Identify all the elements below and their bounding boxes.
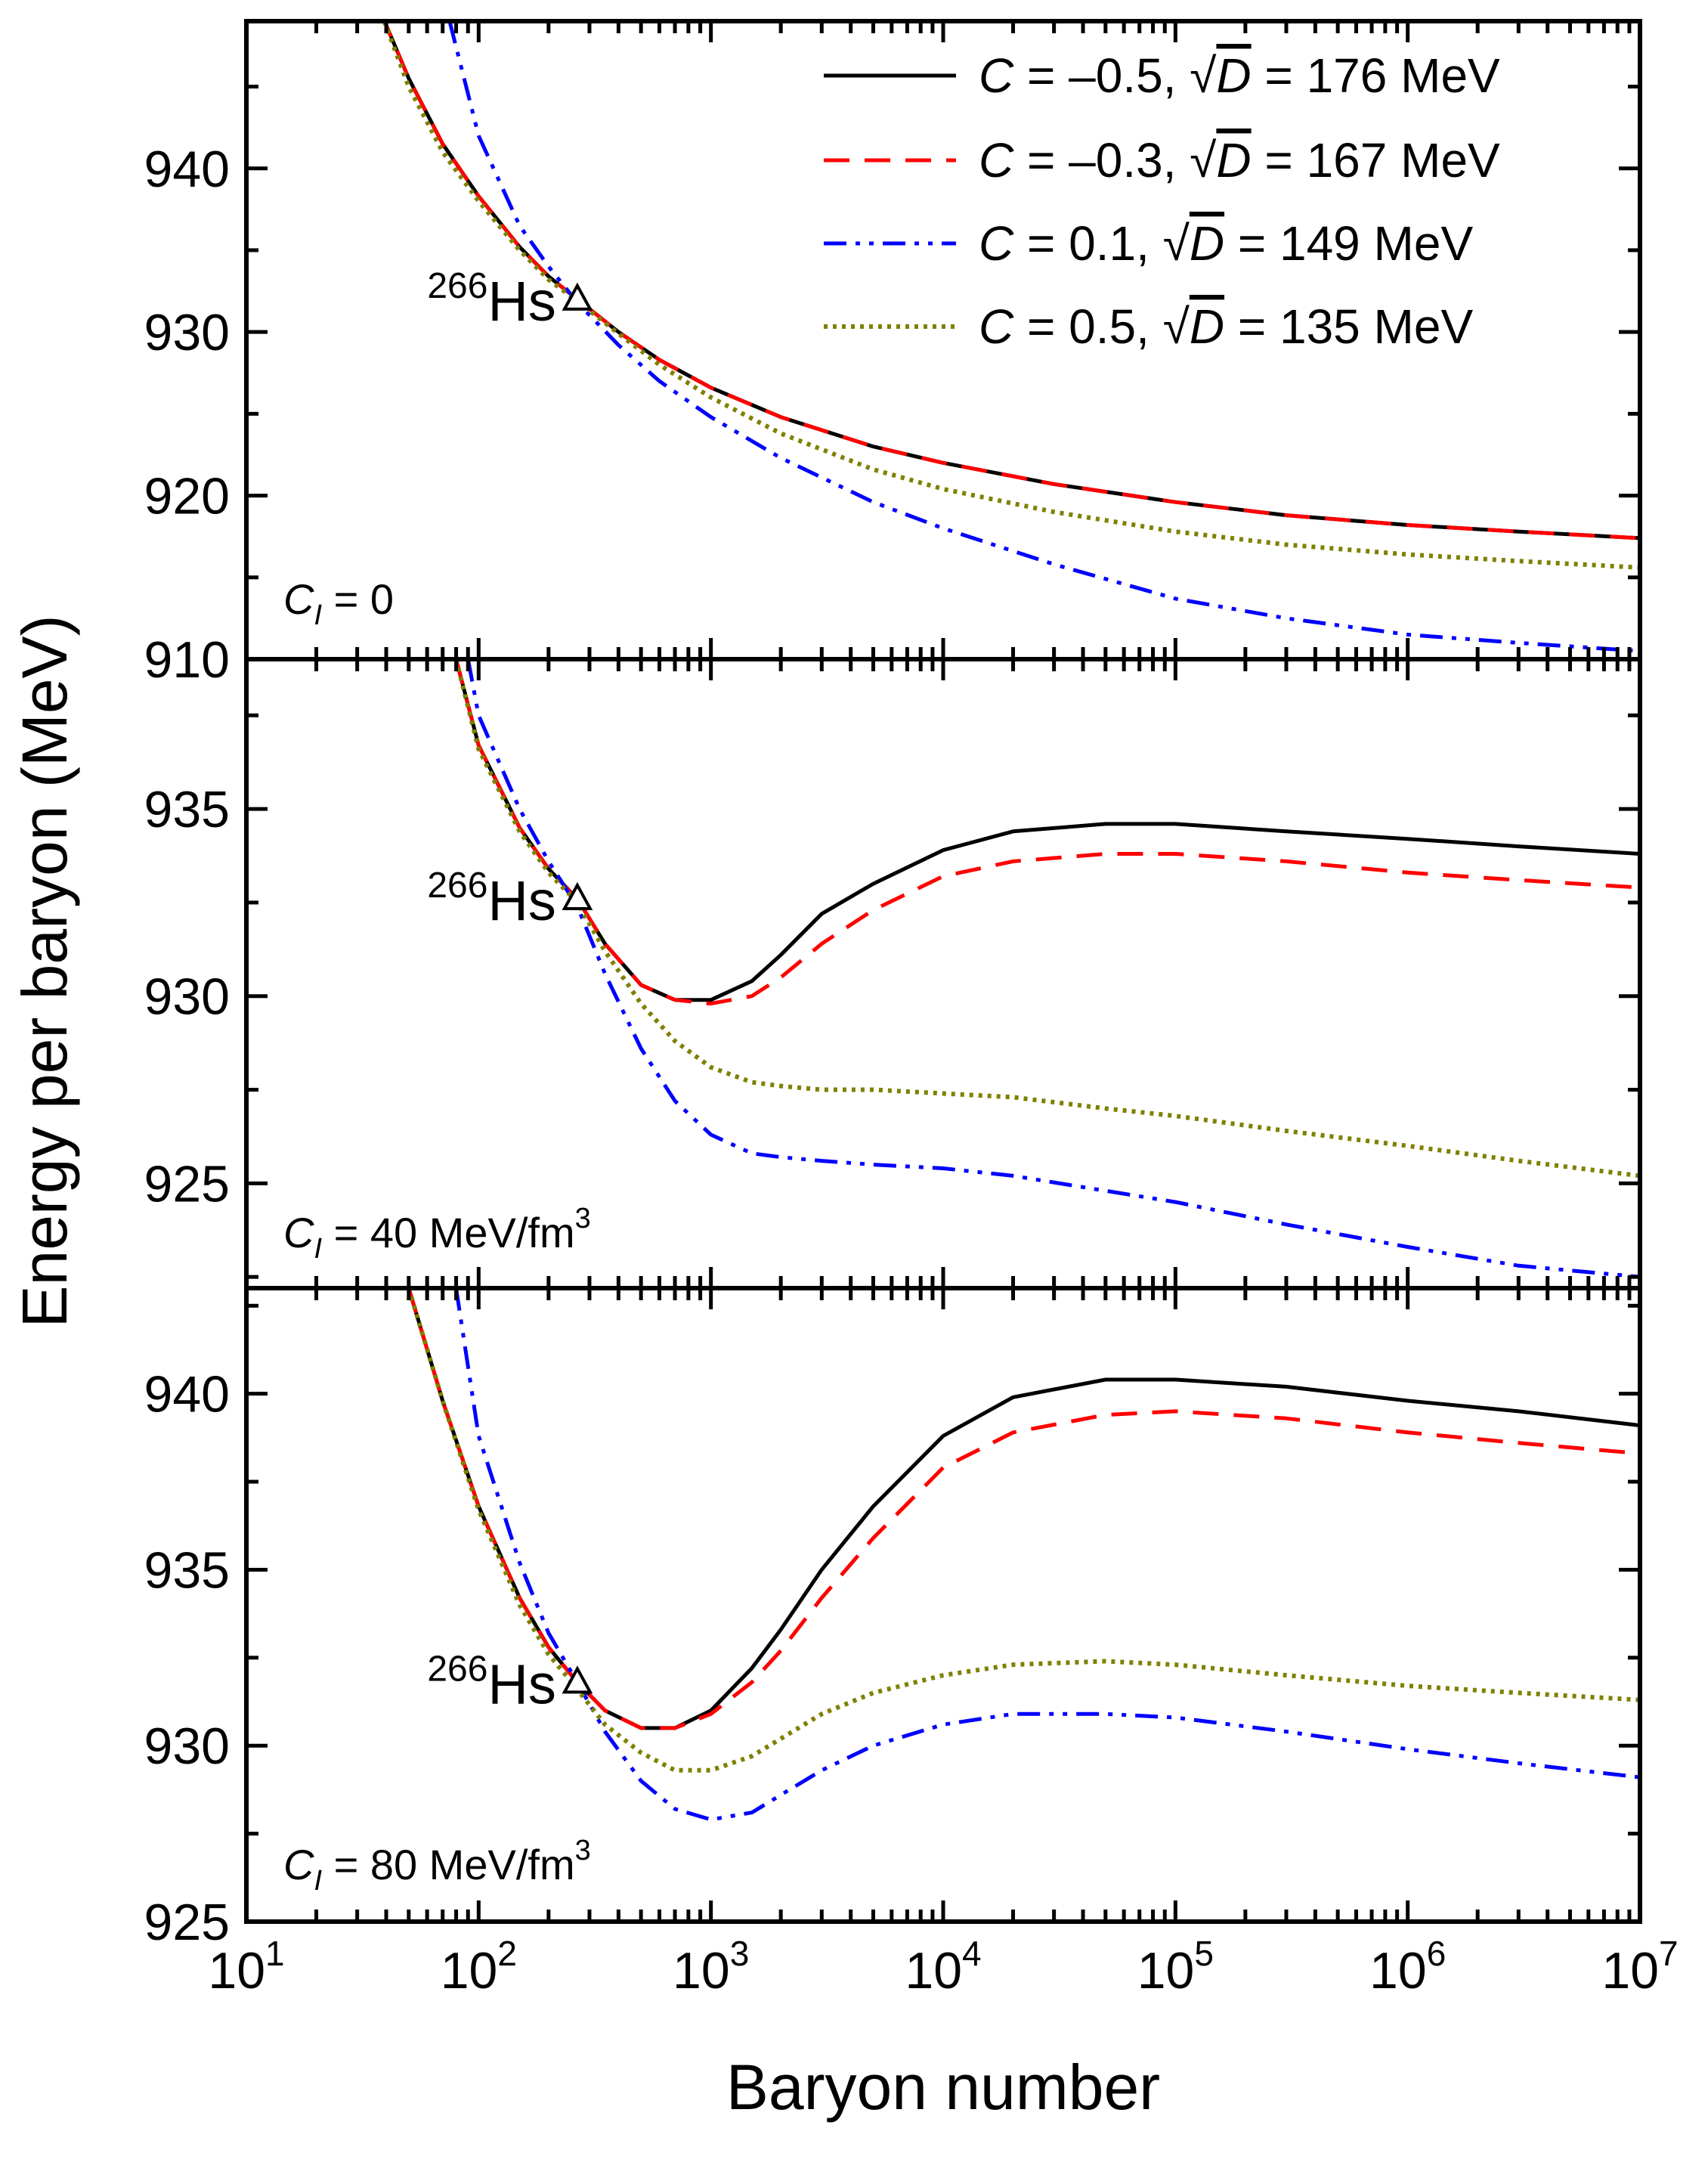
- y-tick-label: 930: [144, 304, 230, 361]
- series-line-bottom-1: [407, 1288, 1640, 1730]
- series-line-middle-3: [453, 659, 1640, 1179]
- panel-bottom-yticks: 925 930 935 940: [144, 1303, 1640, 1951]
- y-tick-label: 920: [144, 468, 230, 525]
- plot-frame: [244, 19, 1642, 1924]
- panel-middle: 925 930 935 266Hs CI = 40 MeV/fm3: [144, 659, 1642, 1288]
- hs266-label: 266Hs: [427, 266, 556, 333]
- x-tick-label: 105: [1137, 1934, 1214, 1999]
- y-tick-label: 935: [144, 781, 230, 838]
- x-axis-title: Baryon number: [726, 2052, 1160, 2123]
- panel-middle-curves: [453, 659, 1640, 1279]
- y-tick-label: 910: [144, 631, 230, 689]
- x-tick-label: 103: [673, 1934, 749, 1999]
- panel-top-marker: 266Hs: [427, 266, 593, 333]
- legend-label-2: C = 0.1, √D = 149 MeV: [979, 216, 1473, 271]
- x-tick-label: 101: [208, 1934, 284, 1999]
- panel-middle-xticks: [244, 659, 1642, 1288]
- panel-middle-marker: 266Hs: [427, 866, 593, 932]
- legend: C = –0.5, √D = 176 MeV C = –0.3, √D = 167…: [824, 48, 1500, 354]
- panel-top-yticks: 910 920 930 940: [144, 85, 1640, 689]
- panel-top-condition-label: CI = 0: [283, 575, 394, 631]
- panel-bottom-marker: 266Hs: [427, 1649, 593, 1715]
- series-line-bottom-0: [407, 1288, 1640, 1730]
- hs266-marker: [562, 282, 593, 311]
- x-tick-label: 107: [1601, 1934, 1678, 1999]
- series-line-top-3: [382, 21, 1640, 570]
- series-line-middle-0: [454, 659, 1640, 1002]
- hs266-label: 266Hs: [427, 866, 556, 932]
- legend-label-0: C = –0.5, √D = 176 MeV: [979, 48, 1500, 103]
- series-line-top-1: [382, 21, 1640, 541]
- series-line-middle-1: [454, 659, 1640, 1006]
- panel-bottom-curves: [406, 1288, 1640, 1822]
- x-tick-label: 106: [1369, 1934, 1446, 1999]
- panel-bottom-xticks: [244, 1288, 1642, 1922]
- legend-label-3: C = 0.5, √D = 135 MeV: [979, 299, 1473, 354]
- legend-label-1: C = –0.3, √D = 167 MeV: [979, 133, 1500, 187]
- panel-bottom-condition-label: CI = 80 MeV/fm3: [283, 1835, 591, 1897]
- panel-bottom: 925 930 935 940 266Hs CI = 80 MeV/fm3: [144, 1288, 1642, 1951]
- y-tick-label: 925: [144, 1155, 230, 1213]
- y-tick-label: 930: [144, 968, 230, 1026]
- y-tick-label: 930: [144, 1718, 230, 1775]
- hs266-marker: [562, 881, 593, 910]
- hs266-label: 266Hs: [427, 1649, 556, 1715]
- series-line-top-2: [447, 21, 1640, 653]
- y-tick-label: 940: [144, 1366, 230, 1423]
- x-tick-label: 102: [441, 1934, 517, 1999]
- series-line-bottom-2: [454, 1288, 1640, 1822]
- x-tick-label: 104: [905, 1934, 981, 1999]
- hs266-marker: [562, 1665, 593, 1694]
- y-tick-label: 935: [144, 1541, 230, 1599]
- series-line-bottom-3: [406, 1288, 1640, 1773]
- y-axis-title: Energy per baryon (MeV): [9, 615, 80, 1327]
- y-tick-label: 925: [144, 1894, 230, 1951]
- series-line-middle-2: [466, 659, 1640, 1279]
- y-tick-label: 940: [144, 141, 230, 198]
- panel-middle-condition-label: CI = 40 MeV/fm3: [283, 1203, 591, 1265]
- panel-middle-yticks: 925 930 935: [144, 713, 1640, 1279]
- panel-top-curves: [382, 21, 1640, 653]
- x-tick-labels: 101 102 103 104 105 106 107: [208, 1934, 1678, 1999]
